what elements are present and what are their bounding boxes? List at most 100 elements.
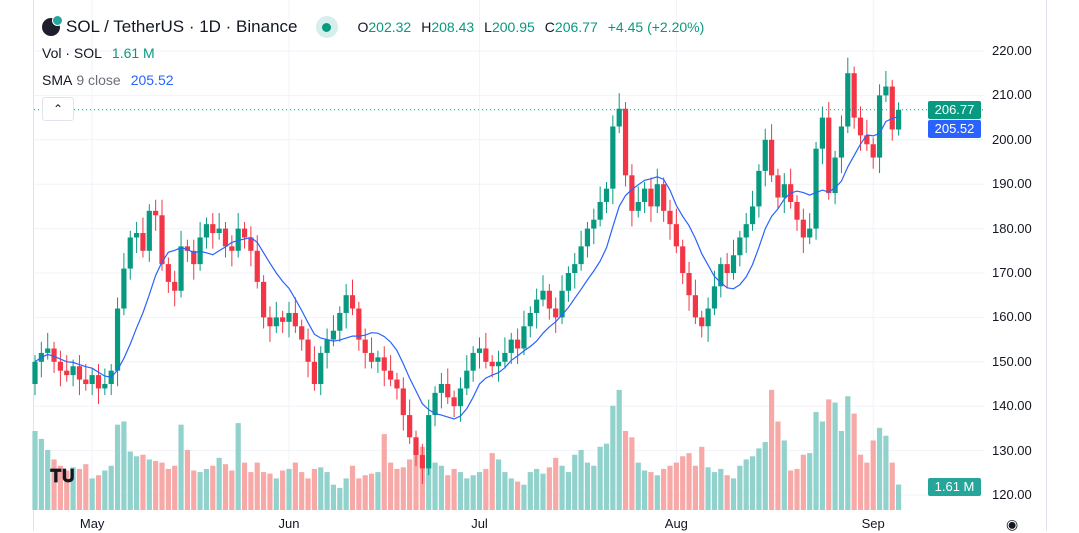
volume-bar: [381, 434, 387, 510]
volume-bar: [711, 472, 718, 510]
collapse-legend-button[interactable]: ⌃: [42, 97, 74, 121]
candle-down: [159, 215, 165, 265]
candle-down: [172, 281, 178, 291]
candle-down: [692, 295, 698, 318]
candle-down: [857, 117, 864, 136]
volume-bar: [851, 413, 857, 510]
market-status-icon[interactable]: [315, 16, 338, 38]
volume-bar: [654, 475, 660, 510]
volume-bar: [64, 470, 70, 510]
candle-up: [337, 312, 343, 331]
volume-bar: [521, 484, 527, 510]
sma-legend[interactable]: SMA 9 close 205.52: [42, 72, 174, 88]
sma-price-tag: 205.52: [928, 120, 981, 138]
volume-bar: [680, 456, 686, 510]
candle-up: [457, 388, 464, 407]
candle-down: [553, 308, 559, 318]
candle-up: [578, 246, 584, 265]
tradingview-logo[interactable]: 𝐓𝐔: [50, 466, 75, 486]
candle-up: [32, 361, 38, 384]
candle-up: [102, 384, 108, 389]
volume-bar: [140, 454, 146, 510]
candle-down: [140, 233, 146, 251]
candle-down: [191, 250, 197, 265]
symbol-title[interactable]: SOL / TetherUS · 1D · Binance: [66, 17, 298, 36]
candle-up: [845, 73, 851, 127]
candle-up: [318, 352, 324, 384]
volume-bar: [254, 462, 260, 510]
volume-bar: [400, 467, 406, 510]
candle-down: [851, 73, 857, 118]
candle-up: [343, 295, 349, 313]
volume-bar: [127, 451, 133, 510]
candle-up: [127, 237, 133, 269]
volume-bar: [756, 448, 762, 510]
candle-up: [330, 330, 337, 340]
last-price-tag: 206.77: [928, 101, 981, 119]
sol-coin-icon: [42, 15, 63, 36]
volume-bar: [718, 468, 724, 510]
volume-bar: [788, 470, 794, 510]
settings-icon[interactable]: ◉: [1006, 516, 1019, 532]
candle-up: [756, 170, 762, 207]
volume-bar: [565, 472, 571, 510]
candle-up: [540, 290, 546, 300]
time-tick-label: Aug: [664, 516, 688, 531]
candle-up: [635, 201, 641, 211]
volume-legend[interactable]: Vol · SOL 1.61 M: [42, 45, 155, 61]
volume-bar: [83, 464, 89, 510]
candle-up: [642, 188, 648, 202]
volume-bar: [876, 427, 883, 510]
candle-down: [673, 224, 679, 247]
candle-up: [438, 384, 444, 393]
candle-down: [248, 237, 254, 251]
candle-up: [876, 95, 883, 158]
volume-bar: [407, 459, 413, 510]
candle-up: [134, 233, 140, 238]
candle-down: [254, 250, 260, 282]
volume-bar: [432, 462, 438, 510]
candle-up: [807, 228, 813, 238]
volume-bar: [89, 478, 95, 510]
volume-bar: [730, 478, 737, 510]
volume-tag: 1.61 M: [928, 478, 981, 496]
candle-down: [210, 224, 216, 234]
candle-up: [610, 126, 616, 189]
volume-bar: [540, 473, 546, 510]
volume-bar: [597, 446, 603, 510]
candle-up: [883, 86, 889, 96]
volume-bar: [292, 462, 298, 510]
candle-up: [718, 264, 724, 287]
volume-bar: [559, 465, 565, 510]
candle-up: [203, 224, 210, 238]
volume-bar: [775, 421, 781, 510]
volume-bar: [102, 470, 108, 510]
candle-down: [267, 317, 273, 327]
candle-up: [711, 286, 718, 309]
volume-bar: [330, 484, 337, 510]
candle-up: [527, 312, 533, 327]
volume-bar: [222, 464, 229, 510]
volume-bar: [203, 468, 210, 510]
volume-bar: [534, 468, 540, 510]
volume-value: 1.61 M: [111, 45, 155, 61]
volume-bar: [502, 472, 508, 510]
time-tick-label: Jun: [278, 516, 300, 531]
volume-bar: [737, 465, 743, 510]
price-tick-label: 190.00: [992, 176, 1032, 192]
volume-bar: [273, 478, 279, 510]
volume-bar: [578, 449, 584, 510]
candle-down: [445, 384, 451, 398]
price-tick-label: 180.00: [992, 220, 1032, 236]
candle-down: [699, 317, 705, 327]
candle-up: [324, 339, 330, 353]
volume-bar: [495, 459, 502, 510]
symbol-legend: SOL / TetherUS · 1D · Binance O202.32 H2…: [42, 15, 708, 38]
candle-down: [349, 295, 356, 309]
volume-bar: [299, 472, 305, 510]
candle-down: [222, 228, 229, 247]
volume-bar: [857, 454, 864, 510]
candle-up: [502, 352, 508, 362]
candle-up: [89, 375, 95, 384]
